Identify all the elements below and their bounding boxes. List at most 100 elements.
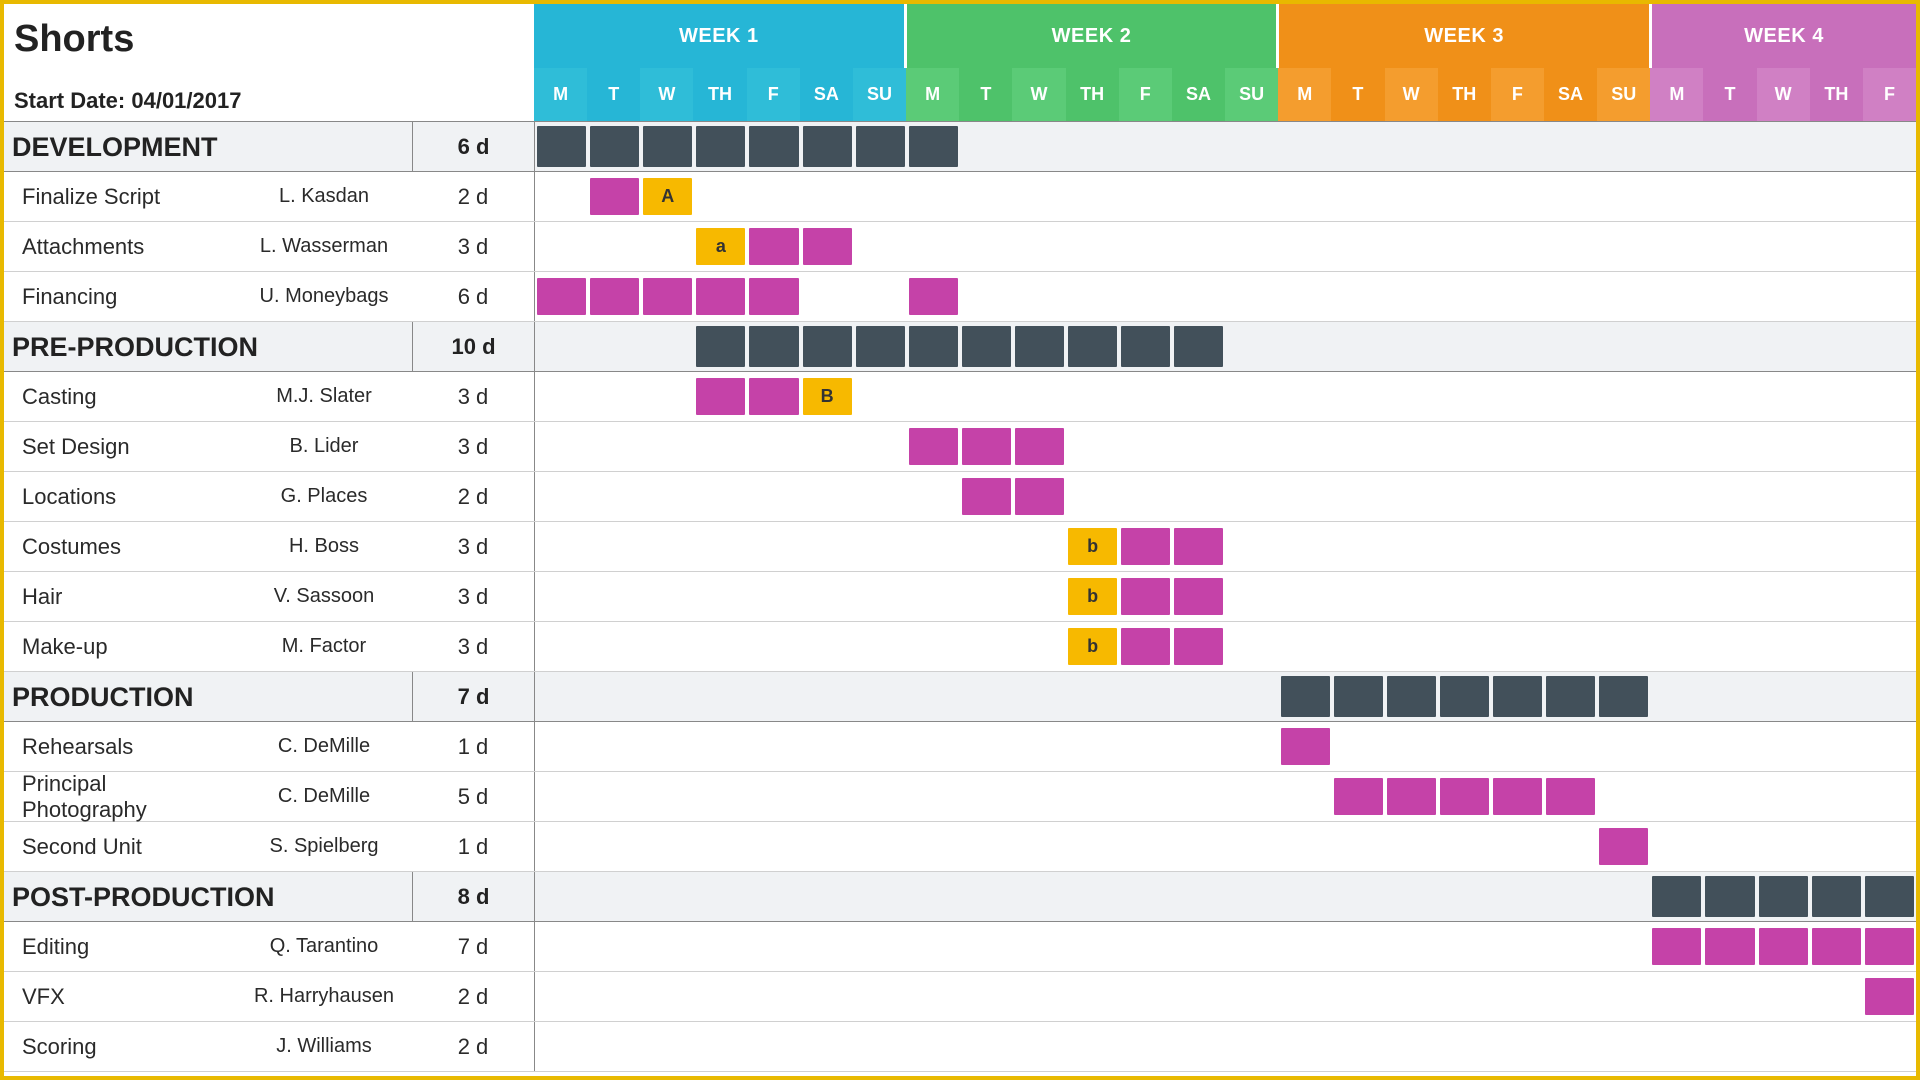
gantt-cell — [1068, 126, 1117, 167]
task-person: M. Factor — [236, 636, 412, 657]
gantt-cell — [1387, 228, 1436, 265]
gantt-cell — [1652, 628, 1701, 665]
gantt-cell — [1440, 378, 1489, 415]
gantt-cell — [1068, 478, 1117, 515]
phase-name: POST-PRODUCTION — [4, 872, 412, 921]
gantt-cell — [1865, 778, 1914, 815]
gantt-cell — [1865, 528, 1914, 565]
gantt-cell — [1015, 876, 1064, 917]
gantt-cell — [1705, 478, 1754, 515]
day-header: F — [747, 68, 800, 121]
gantt-cell — [590, 428, 639, 465]
gantt-cell — [803, 478, 852, 515]
gantt-cell — [1652, 228, 1701, 265]
gantt-cell — [1493, 828, 1542, 865]
gantt-cell — [1121, 126, 1170, 167]
gantt-cell — [1334, 528, 1383, 565]
gantt-cell — [537, 628, 586, 665]
gantt-cell — [1015, 978, 1064, 1015]
week-header: WEEK 1 — [534, 4, 904, 68]
gantt-cell — [1334, 1028, 1383, 1065]
gantt-cell — [1121, 978, 1170, 1015]
gantt-cell — [643, 728, 692, 765]
gantt-cell — [537, 428, 586, 465]
gantt-cell — [909, 828, 958, 865]
gantt-cell — [1068, 876, 1117, 917]
gantt-cell — [1865, 326, 1914, 367]
gantt-cell — [962, 178, 1011, 215]
gantt-cell — [696, 928, 745, 965]
gantt-cell — [696, 828, 745, 865]
chart-area: b — [534, 622, 1916, 671]
gantt-cell — [1599, 628, 1648, 665]
gantt-cell — [1334, 876, 1383, 917]
day-header: TH — [693, 68, 746, 121]
gantt-cell — [1546, 578, 1595, 615]
chart-area — [534, 1022, 1916, 1071]
gantt-cell — [696, 876, 745, 917]
day-header: SU — [1225, 68, 1278, 121]
gantt-cell — [537, 378, 586, 415]
gantt-cell — [1812, 778, 1861, 815]
gantt-cell — [962, 228, 1011, 265]
chart-area — [534, 972, 1916, 1021]
gantt-cell — [856, 378, 905, 415]
gantt-cell — [1387, 478, 1436, 515]
gantt-cell — [1812, 326, 1861, 367]
gantt-cell — [1121, 578, 1170, 615]
task-duration: 1 d — [412, 734, 534, 760]
gantt-cell — [1121, 928, 1170, 965]
task-person: L. Wasserman — [236, 236, 412, 257]
gantt-cell — [537, 1028, 586, 1065]
task-person: C. DeMille — [236, 786, 412, 807]
task-row: EditingQ. Tarantino7 d — [4, 922, 1916, 972]
phase-duration: 8 d — [412, 872, 534, 921]
chart-area: b — [534, 572, 1916, 621]
gantt-cell — [537, 528, 586, 565]
task-person: S. Spielberg — [236, 836, 412, 857]
gantt-cell — [749, 278, 798, 315]
gantt-cell — [1759, 728, 1808, 765]
gantt-cell — [537, 828, 586, 865]
phase-row: POST-PRODUCTION8 d — [4, 872, 1916, 922]
gantt-rows: DEVELOPMENT6 dFinalize ScriptL. Kasdan2 … — [4, 122, 1916, 1072]
phase-name: PRODUCTION — [4, 672, 412, 721]
gantt-cell — [749, 876, 798, 917]
gantt-cell — [1759, 126, 1808, 167]
gantt-cell — [1068, 228, 1117, 265]
gantt-cell — [803, 578, 852, 615]
gantt-cell — [1865, 676, 1914, 717]
gantt-cell — [909, 126, 958, 167]
gantt-cell — [803, 828, 852, 865]
gantt-cell — [909, 428, 958, 465]
task-person: H. Boss — [236, 536, 412, 557]
gantt-cell — [1174, 928, 1223, 965]
gantt-cell — [1015, 126, 1064, 167]
task-row: VFXR. Harryhausen2 d — [4, 972, 1916, 1022]
gantt-cell: B — [803, 378, 852, 415]
gantt-cell — [1493, 126, 1542, 167]
gantt-cell — [1440, 578, 1489, 615]
gantt-cell — [590, 728, 639, 765]
gantt-cell — [1705, 628, 1754, 665]
gantt-cell — [1599, 1028, 1648, 1065]
gantt-cell: A — [643, 178, 692, 215]
gantt-cell — [1068, 778, 1117, 815]
gantt-cell — [1227, 326, 1276, 367]
gantt-cell — [1599, 828, 1648, 865]
gantt-cell — [590, 1028, 639, 1065]
gantt-cell — [1227, 728, 1276, 765]
gantt-cell — [856, 326, 905, 367]
task-row: ScoringJ. Williams2 d — [4, 1022, 1916, 1072]
gantt-cell — [696, 478, 745, 515]
gantt-cell — [1174, 778, 1223, 815]
gantt-cell — [1281, 928, 1330, 965]
gantt-cell — [1599, 578, 1648, 615]
gantt-cell — [643, 528, 692, 565]
gantt-cell — [1015, 578, 1064, 615]
gantt-cell: a — [696, 228, 745, 265]
gantt-cell — [1174, 578, 1223, 615]
gantt-cell — [1227, 1028, 1276, 1065]
task-name: Financing — [4, 284, 236, 310]
gantt-cell — [962, 126, 1011, 167]
